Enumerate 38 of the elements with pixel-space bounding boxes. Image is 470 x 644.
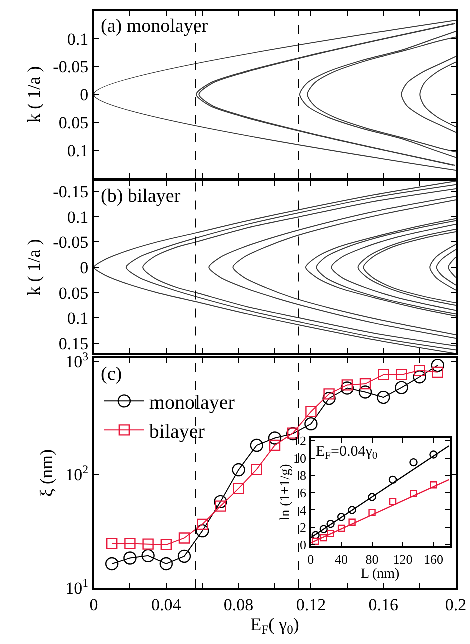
y-tick-label: 0.1 bbox=[67, 141, 89, 160]
y-tick-label: -0.15 bbox=[53, 182, 89, 202]
x-tick-label: 0.04 bbox=[152, 595, 182, 614]
legend-label: bilayer bbox=[149, 420, 206, 443]
annotation: E$_{F}$=0.04γ$_{0}$ bbox=[316, 444, 378, 462]
y-axis-title: ln (1+1/g) bbox=[278, 464, 294, 521]
x-tick-label: 160 bbox=[424, 552, 444, 567]
y-tick-label: 4 bbox=[300, 502, 307, 518]
y-tick-label: 0 bbox=[80, 86, 89, 105]
y-axis-title: ξ (nm) bbox=[36, 450, 56, 498]
y-tick-label: 0 bbox=[80, 258, 89, 278]
y-axis-title: k ( 1/a ) bbox=[24, 66, 44, 123]
chart-title: (b) bilayer bbox=[101, 186, 182, 207]
y-tick-label: 2 bbox=[300, 520, 306, 536]
x-tick-label: 0.2 bbox=[445, 595, 467, 614]
y-axis-title: k ( 1/a ) bbox=[24, 239, 44, 296]
y-tick-label: 0.1 bbox=[67, 30, 89, 49]
x-tick-label: 0.16 bbox=[368, 595, 398, 614]
y-tick-label: -0.05 bbox=[53, 58, 89, 77]
y-tick-label: 8 bbox=[300, 468, 306, 484]
y-tick-label: 0.1 bbox=[67, 208, 89, 227]
y-tick-label: -0.05 bbox=[53, 233, 89, 252]
x-tick-label: 40 bbox=[335, 552, 348, 567]
x-tick-label: 120 bbox=[393, 552, 413, 567]
y-tick-label: 0.1 bbox=[67, 309, 89, 328]
x-axis-title: E$_{F}$( γ$_{0}$) bbox=[250, 614, 300, 638]
x-axis-title: L (nm) bbox=[360, 566, 400, 582]
y-tick-label: 0.05 bbox=[58, 114, 89, 132]
chart-title: (c) bbox=[101, 364, 122, 385]
y-tick-label: 10$^{2}$ bbox=[66, 462, 89, 485]
y-tick-label: 6 bbox=[300, 485, 307, 500]
y-tick-label: 0 bbox=[300, 537, 306, 552]
x-tick-label: 80 bbox=[366, 552, 379, 567]
x-tick-label: 0.12 bbox=[296, 595, 326, 614]
x-tick-label: 0.08 bbox=[224, 595, 254, 614]
y-tick-label: 0.05 bbox=[58, 284, 89, 303]
y-tick-label: 10$^{1}$ bbox=[66, 576, 89, 598]
chart-title: (a) monolayer bbox=[101, 16, 209, 37]
